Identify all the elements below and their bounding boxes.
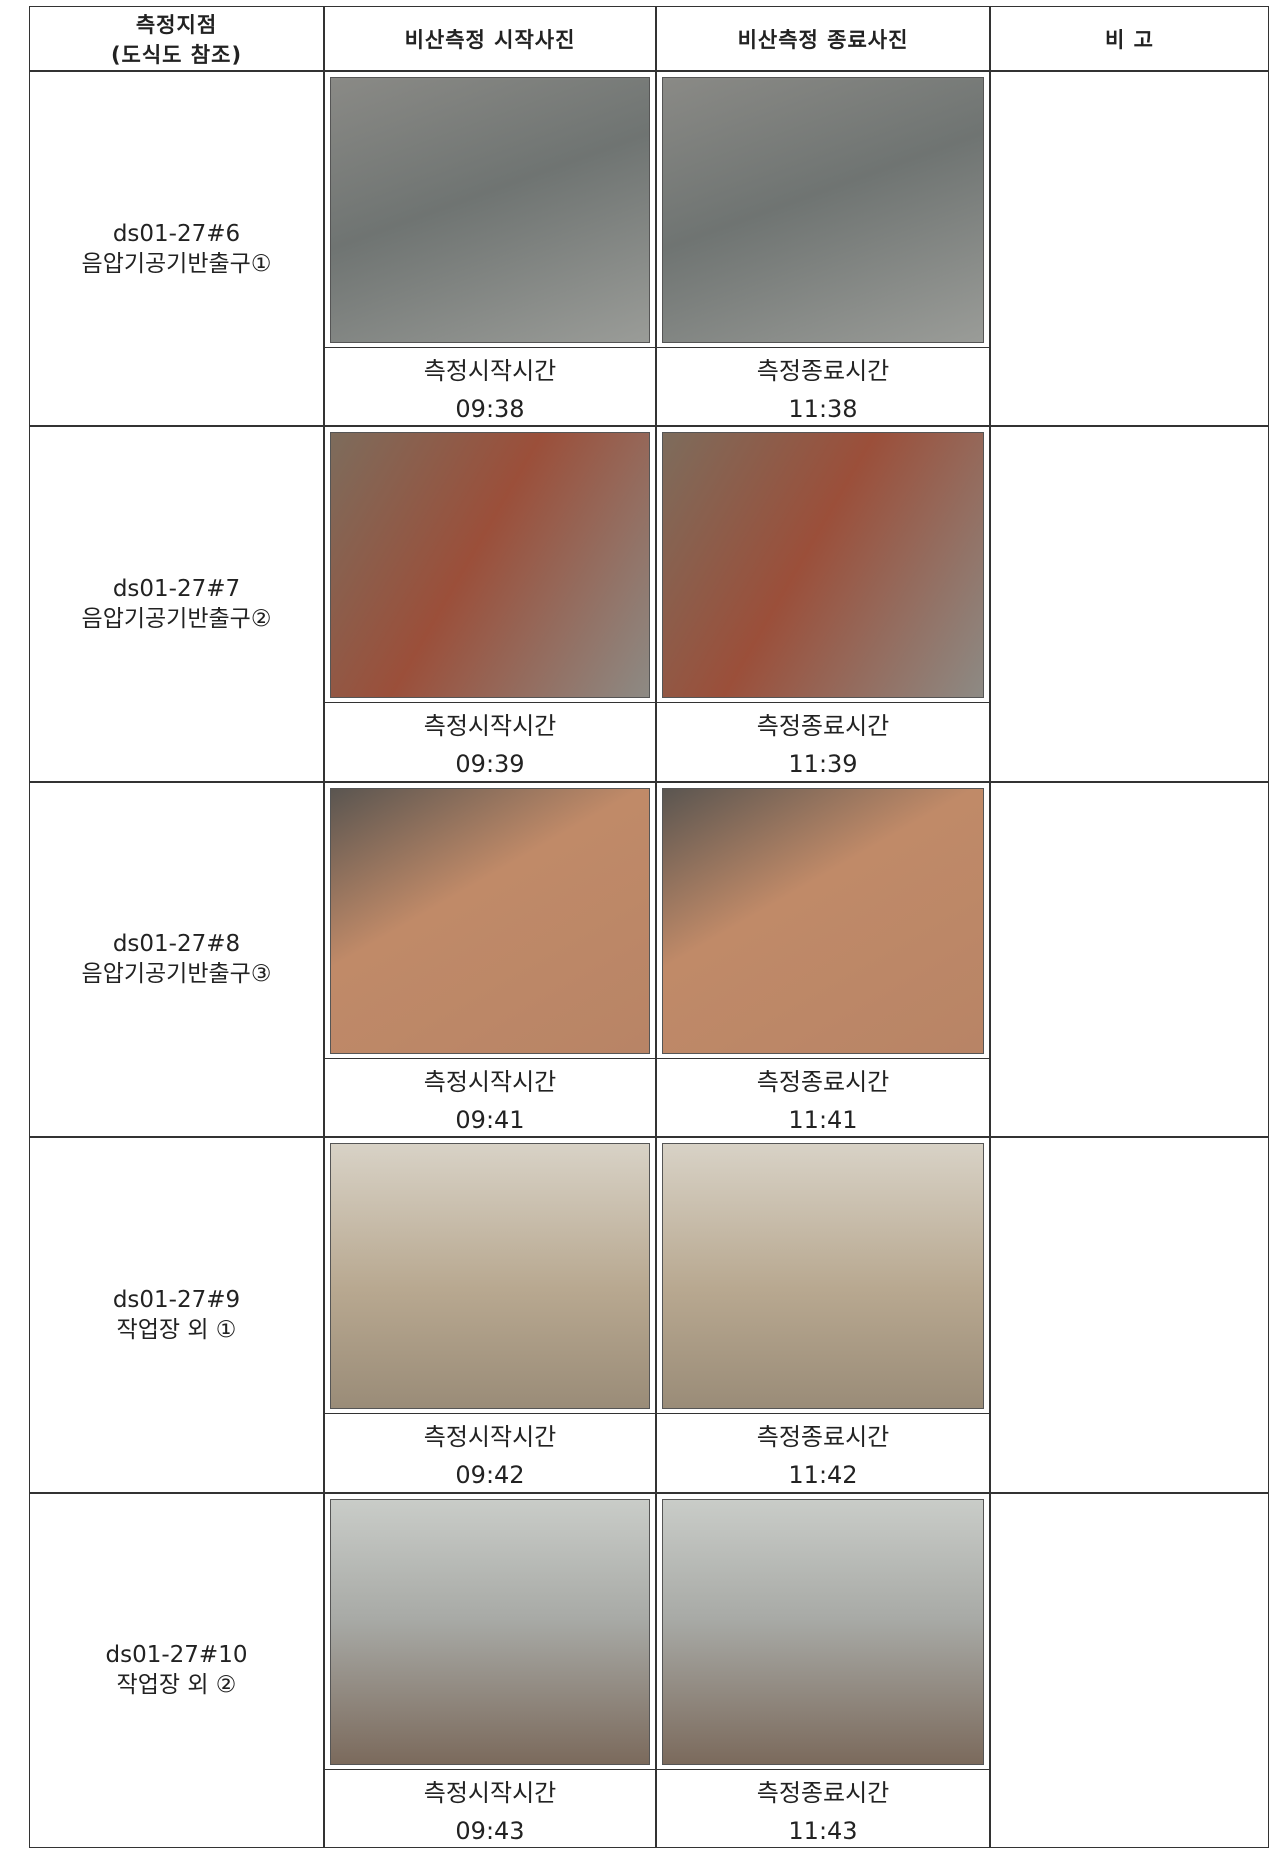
location-line: 음압기공기반출구②	[81, 606, 272, 633]
photo-cell	[656, 781, 990, 1138]
location-line: ds01-27#10	[105, 1642, 248, 1669]
photo-cell	[324, 781, 656, 1138]
photo	[330, 1498, 650, 1765]
header-line: (도식도 참조)	[110, 42, 243, 67]
header-cell: 측정지점 (도식도 참조)	[29, 6, 324, 71]
location-cell: ds01-27#10 작업장 외 ②	[29, 1492, 324, 1848]
remark-cell	[990, 71, 1269, 427]
location-line: ds01-27#8	[112, 931, 241, 958]
photo-divider	[324, 1768, 656, 1770]
caption-time: 09:43	[455, 1816, 525, 1845]
photo-divider	[656, 1768, 990, 1770]
caption-time: 11:41	[788, 1105, 858, 1134]
remark-cell	[990, 1492, 1269, 1848]
photo	[330, 787, 650, 1054]
photo-cell	[324, 1492, 656, 1848]
location-cell: ds01-27#6 음압기공기반출구①	[29, 71, 324, 427]
photo-cell	[324, 71, 656, 427]
location-line: 작업장 외 ②	[116, 1672, 237, 1699]
caption-time: 11:38	[788, 395, 858, 423]
photo-cell	[656, 1492, 990, 1848]
caption-label: 측정종료시간	[756, 712, 890, 741]
location-cell: ds01-27#7 음압기공기반출구②	[29, 426, 324, 782]
photo-divider	[656, 702, 990, 704]
photo	[662, 1498, 984, 1765]
caption-label: 측정종료시간	[756, 1067, 890, 1096]
location-cell: ds01-27#9 작업장 외 ①	[29, 1137, 324, 1493]
photo	[330, 77, 650, 343]
photo-cell	[324, 1137, 656, 1493]
photo	[662, 787, 984, 1054]
location-line: 음압기공기반출구①	[81, 250, 272, 277]
caption-time: 09:41	[455, 1105, 525, 1134]
caption-label: 측정시작시간	[423, 712, 557, 741]
photo-divider	[324, 1413, 656, 1415]
remark-cell	[990, 781, 1269, 1138]
location-cell: ds01-27#8 음압기공기반출구③	[29, 781, 324, 1138]
photo	[662, 1143, 984, 1410]
photo-cell	[656, 71, 990, 427]
photo-cell	[656, 1137, 990, 1493]
caption-time: 11:43	[788, 1816, 858, 1845]
remark-cell	[990, 1137, 1269, 1493]
caption-time: 09:39	[455, 750, 525, 779]
location-line: ds01-27#7	[112, 576, 241, 603]
photo	[330, 1143, 650, 1410]
header-cell: 비산측정 시작사진	[324, 6, 656, 71]
caption-time: 11:42	[788, 1461, 858, 1490]
photo-divider	[324, 347, 656, 348]
photo-divider	[656, 347, 990, 348]
caption-time: 11:39	[788, 750, 858, 779]
photo	[662, 432, 984, 699]
location-line: 작업장 외 ①	[116, 1316, 237, 1343]
caption-label: 측정시작시간	[423, 1423, 557, 1452]
header-cell: 비산측정 종료사진	[656, 6, 990, 71]
location-line: ds01-27#6	[112, 220, 241, 247]
photo-divider	[324, 1057, 656, 1059]
caption-time: 09:38	[455, 395, 525, 423]
photo-cell	[324, 426, 656, 782]
caption-label: 측정종료시간	[756, 357, 890, 385]
header-cell: 비 고	[990, 6, 1269, 71]
remark-cell	[990, 426, 1269, 782]
photo-divider	[324, 702, 656, 704]
caption-label: 측정시작시간	[423, 1778, 557, 1807]
location-line: 음압기공기반출구③	[81, 961, 272, 988]
photo	[330, 432, 650, 699]
photo-divider	[656, 1413, 990, 1415]
photo-cell	[656, 426, 990, 782]
location-line: ds01-27#9	[112, 1286, 241, 1313]
caption-label: 측정종료시간	[756, 1423, 890, 1452]
caption-label: 측정시작시간	[423, 357, 557, 385]
caption-label: 측정시작시간	[423, 1067, 557, 1096]
photo	[662, 77, 984, 343]
caption-time: 09:42	[455, 1461, 525, 1490]
photo-divider	[656, 1057, 990, 1059]
caption-label: 측정종료시간	[756, 1778, 890, 1807]
header-line: 측정지점	[135, 12, 218, 37]
